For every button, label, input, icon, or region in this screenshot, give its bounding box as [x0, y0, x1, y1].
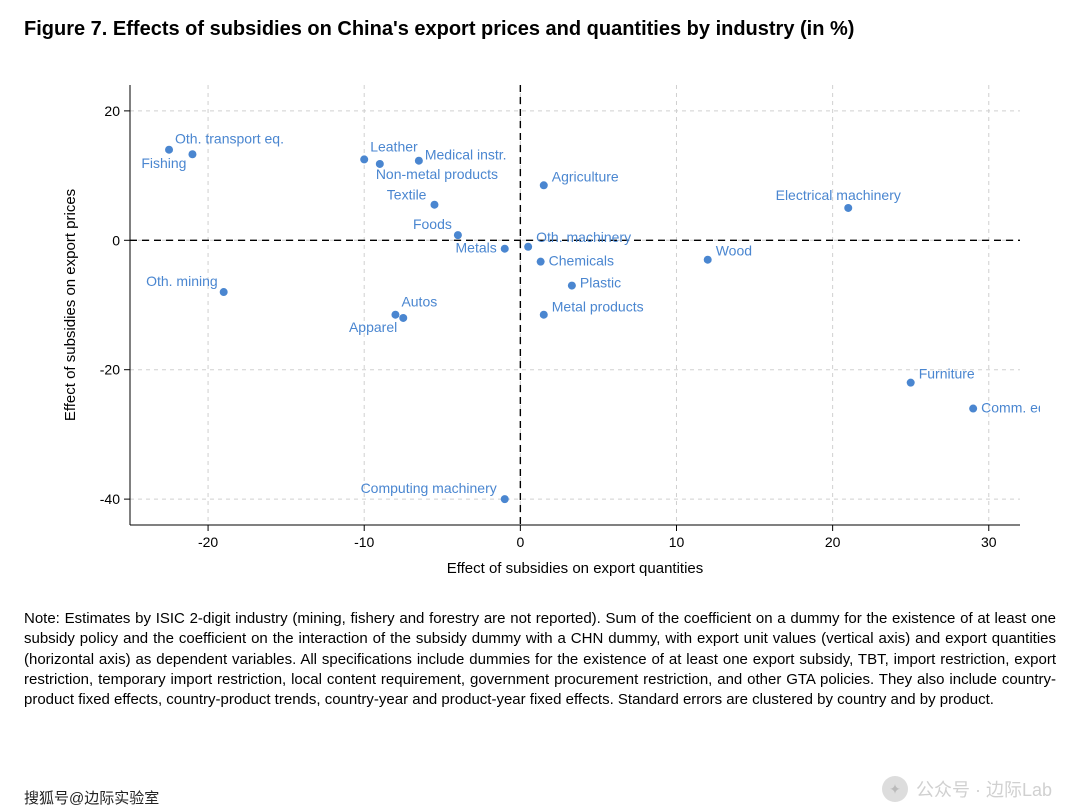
- data-point-label: Oth. mining: [146, 273, 218, 289]
- figure-title: Figure 7. Effects of subsidies on China'…: [24, 18, 1056, 41]
- data-point-label: Oth. transport eq.: [175, 131, 284, 147]
- data-point: [969, 405, 977, 413]
- data-point: [568, 282, 576, 290]
- data-point-label: Metal products: [552, 299, 644, 315]
- watermark-text: 公众号 · 边际Lab: [916, 776, 1052, 802]
- x-tick-label: -10: [354, 534, 374, 550]
- data-point-label: Plastic: [580, 275, 621, 291]
- y-tick-label: 0: [112, 232, 120, 248]
- data-point: [165, 146, 173, 154]
- data-point: [501, 495, 509, 503]
- scatter-chart: -20 -10 0 10 20 30 -40 -20 0 20 Effect of subsidie…: [40, 65, 1040, 585]
- y-tick-label: -40: [100, 491, 120, 507]
- data-point-label: Oth. machinery: [536, 229, 631, 245]
- y-tick-label: -20: [100, 362, 120, 378]
- wechat-icon: ✦: [882, 776, 908, 802]
- data-point-label: Furniture: [919, 366, 975, 382]
- x-tick-label: 0: [516, 534, 524, 550]
- data-point-label: Electrical machinery: [776, 187, 901, 203]
- data-point: [844, 204, 852, 212]
- data-point: [537, 258, 545, 266]
- data-point: [188, 150, 196, 158]
- figure-note: Note: Estimates by ISIC 2-digit industry…: [24, 609, 1056, 710]
- watermark: ✦ 公众号 · 边际Lab: [882, 776, 1052, 802]
- x-tick-label: 10: [669, 534, 685, 550]
- data-point: [907, 379, 915, 387]
- y-tick-label: 20: [104, 103, 120, 119]
- data-point: [399, 314, 407, 322]
- data-point: [454, 231, 462, 239]
- data-point-label: Wood: [716, 243, 752, 259]
- data-point-label: Comm. equipm.: [981, 400, 1040, 416]
- data-point-label: Chemicals: [549, 253, 614, 269]
- data-point-label: Apparel: [349, 319, 397, 335]
- data-point: [430, 201, 438, 209]
- data-point: [360, 155, 368, 163]
- data-point: [524, 243, 532, 251]
- data-point-label: Autos: [401, 294, 437, 310]
- data-point: [391, 311, 399, 319]
- data-point: [704, 256, 712, 264]
- data-point-label: Medical instr.: [425, 147, 507, 163]
- source-credit: 搜狐号@边际实验室: [24, 787, 159, 808]
- data-point-label: Agriculture: [552, 168, 619, 184]
- chart-svg: -20 -10 0 10 20 30 -40 -20 0 20 Effect of subsidie…: [40, 65, 1040, 585]
- data-point-label: Non-metal products: [376, 166, 498, 182]
- data-point: [415, 157, 423, 165]
- x-axis-title: Effect of subsidies on export quantities: [447, 560, 704, 577]
- data-point-label: Leather: [370, 138, 418, 154]
- x-tick-label: 30: [981, 534, 997, 550]
- data-point: [540, 181, 548, 189]
- data-point-label: Computing machinery: [361, 480, 497, 496]
- data-point: [220, 288, 228, 296]
- data-point: [540, 311, 548, 319]
- x-tick-label: -20: [198, 534, 218, 550]
- y-axis-title: Effect of subsidies on export prices: [62, 189, 79, 421]
- data-point: [501, 245, 509, 253]
- data-point-label: Fishing: [141, 155, 186, 171]
- data-point-label: Textile: [387, 187, 427, 203]
- data-point-label: Foods: [413, 216, 452, 232]
- x-tick-label: 20: [825, 534, 841, 550]
- data-point-label: Metals: [456, 240, 497, 256]
